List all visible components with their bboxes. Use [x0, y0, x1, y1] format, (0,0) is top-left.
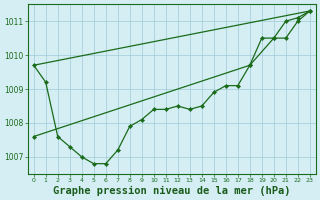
X-axis label: Graphe pression niveau de la mer (hPa): Graphe pression niveau de la mer (hPa) [53, 186, 291, 196]
